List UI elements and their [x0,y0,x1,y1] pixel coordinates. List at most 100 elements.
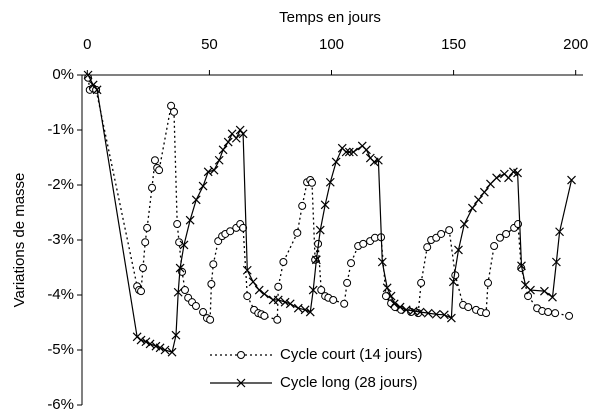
legend-label: Cycle long (28 jours) [280,374,418,391]
point-marker [279,258,288,266]
point-marker [459,219,469,229]
point-marker [331,157,341,167]
point-marker [445,226,454,235]
point-marker [206,315,215,324]
point-marker [377,257,387,267]
series-line [87,77,570,321]
point-marker [254,285,264,295]
point-marker [238,129,248,139]
point-marker [143,223,152,232]
point-marker [214,155,224,165]
point-marker [431,309,441,319]
point-marker [423,308,433,318]
point-marker [150,156,159,165]
point-marker [223,137,233,147]
point-marker [417,278,426,287]
point-marker [88,80,98,90]
point-marker [320,200,330,210]
point-marker [160,345,170,355]
point-marker [300,305,310,315]
point-marker [259,289,269,299]
point-marker [544,308,553,317]
point-marker [439,310,449,320]
point-marker [248,277,258,287]
point-marker [173,220,182,229]
point-marker [513,168,522,178]
point-marker [170,107,179,116]
point-marker [555,227,564,237]
point-marker [273,295,283,305]
point-marker [467,203,477,213]
point-marker [273,315,282,324]
point-marker [343,278,352,287]
point-marker [517,261,526,271]
point-marker [551,257,561,267]
point-marker [293,303,303,313]
point-marker [148,183,157,192]
point-marker [551,309,560,318]
point-marker [389,299,399,309]
point-marker [484,278,493,287]
x-tick-label: 150 [441,36,466,53]
point-marker [155,343,165,353]
point-marker [347,259,356,268]
series-line [87,74,573,353]
point-marker [235,125,245,135]
point-marker [567,175,576,185]
point-marker [448,277,458,287]
point-marker [175,238,184,247]
legend-marker [237,351,245,359]
point-marker [359,239,368,248]
point-marker [141,238,150,247]
point-marker [141,337,151,347]
point-marker [191,302,200,310]
legend-label: Cycle court (14 jours) [280,346,423,363]
point-marker [307,178,316,187]
point-marker [495,233,504,242]
point-marker [423,243,432,252]
point-marker [199,308,208,317]
point-marker [180,286,189,295]
point-marker [285,299,295,309]
point-marker [155,166,164,175]
point-marker [317,286,326,295]
point-marker [145,339,155,349]
point-marker [344,147,354,157]
point-marker [298,201,307,210]
point-marker [311,255,320,264]
point-marker [280,297,290,307]
point-marker [464,303,473,312]
point-marker [548,292,557,302]
point-marker [185,215,195,225]
point-marker [401,305,411,315]
legend-marker [236,378,246,388]
point-marker [524,292,533,301]
y-tick-label: 0% [52,66,74,83]
point-marker [175,263,185,273]
y-tick-label: -2% [47,176,74,193]
y-axis-title: Variations de masse [11,173,28,308]
point-marker [171,330,181,340]
x-axis-title: Temps en jours [279,9,381,26]
point-marker [191,195,201,205]
point-marker [167,347,177,357]
point-marker [226,227,235,236]
x-tick-label: 0 [83,36,91,53]
point-marker [381,292,390,301]
point-marker [382,283,392,293]
point-marker [209,260,218,269]
point-marker [474,195,483,205]
point-marker [504,173,513,183]
point-marker [83,70,93,80]
point-marker [349,147,358,157]
point-marker [293,228,302,237]
x-tick-label: 100 [319,36,344,53]
point-marker [341,147,351,157]
point-marker [136,335,146,345]
point-marker [329,295,338,304]
point-marker [386,291,396,301]
y-tick-label: -3% [47,231,74,248]
point-marker [526,285,535,295]
point-marker [514,220,523,229]
